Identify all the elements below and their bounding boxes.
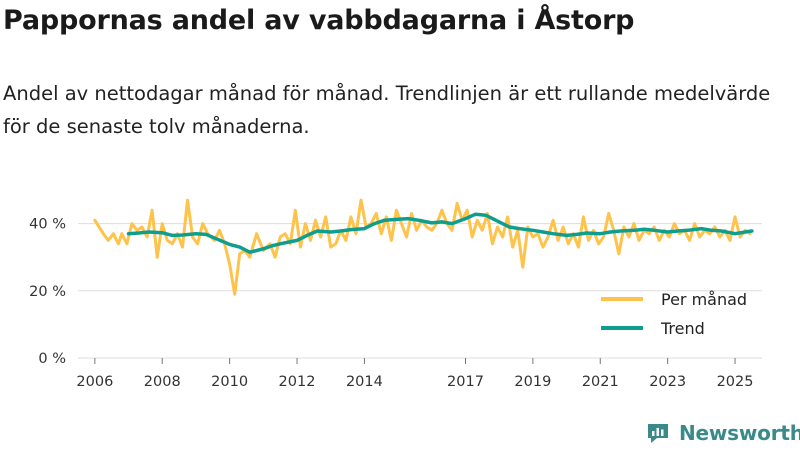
x-tick-label: 2014 [346,374,383,390]
y-tick-label: 40 % [29,217,66,233]
trend-line [126,212,754,254]
per-month-line [93,198,752,296]
series-lines [93,198,754,296]
y-axis-ticks: 0 % 20 % 40 % [29,217,66,367]
legend-swatch [601,297,643,301]
x-tick-label: 2012 [279,374,316,390]
legend-label: Per månad [661,290,747,309]
x-tick-label: 2010 [211,374,248,390]
legend-label: Trend [660,319,705,338]
legend: Per månad Trend [601,290,747,338]
chart-title: Pappornas andel av vabbdagarna i Åstorp [3,5,635,36]
x-tick-label: 2008 [144,374,181,390]
brand-name: Newsworthy [679,421,800,445]
y-tick-label: 20 % [29,284,66,300]
y-tick-label: 0 % [38,351,66,367]
chart-subtitle: Andel av nettodagar månad för månad. Tre… [3,82,771,138]
x-tick-label: 2017 [447,374,484,390]
brand-logo: Newsworthy [645,418,800,448]
newsworthy-logo-icon [648,424,668,443]
x-tick-label: 2025 [717,374,754,390]
legend-swatch [601,326,643,330]
x-tick-label: 2006 [76,374,113,390]
x-axis-ticks: 2006 2008 2010 2012 2014 2017 2019 2021 2023 2025 [76,358,753,390]
x-tick-label: 2019 [514,374,551,390]
x-tick-label: 2021 [582,374,619,390]
x-tick-label: 2023 [649,374,686,390]
